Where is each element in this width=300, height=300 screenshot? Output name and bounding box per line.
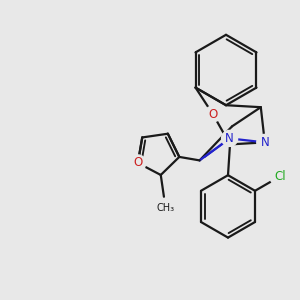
Text: N: N: [225, 132, 234, 145]
Text: O: O: [133, 156, 142, 170]
Text: O: O: [208, 107, 218, 121]
Circle shape: [222, 130, 238, 146]
Circle shape: [130, 155, 146, 171]
Text: Cl: Cl: [274, 170, 286, 183]
Circle shape: [205, 106, 221, 122]
Circle shape: [270, 167, 290, 186]
Text: CH₃: CH₃: [157, 203, 175, 213]
Text: N: N: [260, 136, 269, 149]
Circle shape: [257, 134, 273, 150]
